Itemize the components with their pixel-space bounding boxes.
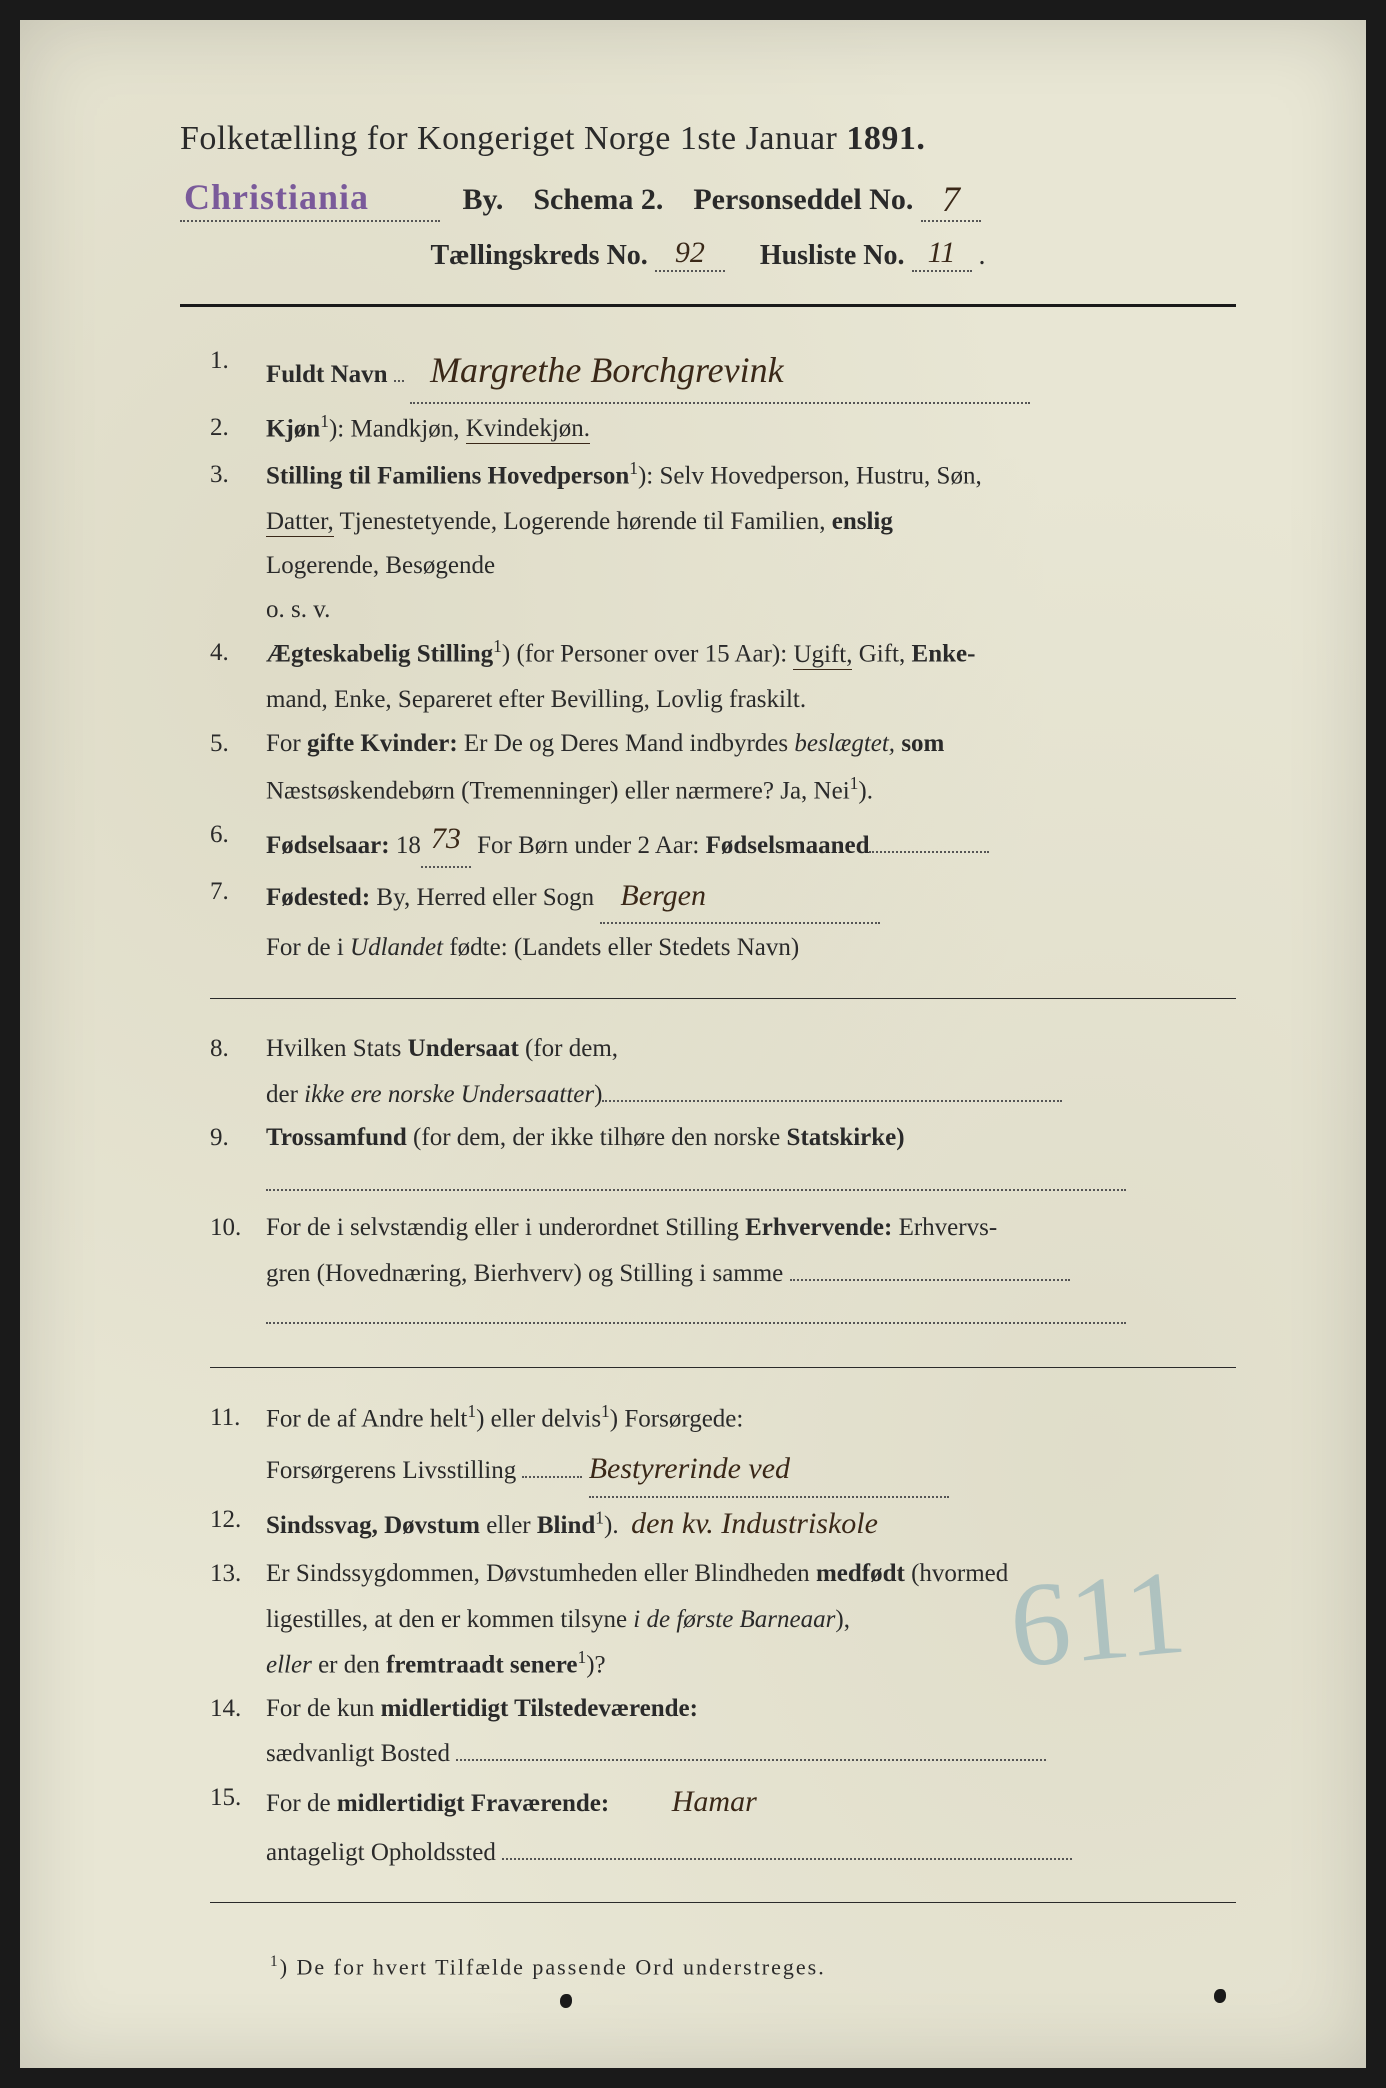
by-label: By. <box>463 183 504 216</box>
q10-line3 <box>210 1295 1236 1339</box>
schema-label: Schema 2. <box>533 183 663 216</box>
q5-num: 5. <box>210 722 266 766</box>
husliste-label: Husliste No. <box>760 240 905 271</box>
q10-row: 10. For de i selvstændig eller i underor… <box>210 1206 1236 1250</box>
q1-row: 1. Fuldt Navn Margrethe Borchgrevink <box>210 339 1236 404</box>
q4-line2: mand, Enke, Separeret efter Bevilling, L… <box>210 678 1236 722</box>
title-line-1: Folketælling for Kongeriget Norge 1ste J… <box>180 120 1236 158</box>
q13-line2: ligestilles, at den er kommen tilsyne i … <box>210 1598 1236 1642</box>
q3-line3: Logerende, Besøgende <box>210 544 1236 588</box>
q7-num: 7. <box>210 870 266 925</box>
q2-row: 2. Kjøn1): Mandkjøn, Kvindekjøn. <box>210 406 1236 451</box>
census-form-page: Folketælling for Kongeriget Norge 1ste J… <box>20 20 1366 2068</box>
personseddel-label: Personseddel No. <box>693 183 913 216</box>
q10-line2: gren (Hovednæring, Bierhverv) og Stillin… <box>210 1252 1236 1296</box>
q8-num: 8. <box>210 1027 266 1071</box>
q8-line2: der ikke ere norske Undersaatter) <box>210 1073 1236 1117</box>
q3-label: Stilling til Familiens Hovedperson <box>266 462 629 489</box>
divider-1 <box>210 998 1236 999</box>
q15-value: Hamar <box>672 1785 757 1818</box>
q12-num: 12. <box>210 1498 266 1551</box>
divider-3 <box>210 1902 1236 1903</box>
q14-line2: sædvanligt Bosted <box>210 1732 1236 1776</box>
q1-value: Margrethe Borchgrevink <box>410 339 1030 404</box>
q9-line2 <box>210 1162 1236 1206</box>
q10-num: 10. <box>210 1206 266 1250</box>
q11-num: 11. <box>210 1396 266 1441</box>
q3-num: 3. <box>210 453 266 498</box>
kreds-label: Tællingskreds No. <box>430 240 647 271</box>
q4-label: Ægteskabelig Stilling <box>266 641 493 668</box>
q4-row: 4. Ægteskabelig Stilling1) (for Personer… <box>210 631 1236 676</box>
q7-line2: For de i Udlandet fødte: (Landets eller … <box>210 926 1236 970</box>
husliste-no: 11 <box>912 236 972 272</box>
divider-2 <box>210 1367 1236 1368</box>
q11-row: 11. For de af Andre helt1) eller delvis1… <box>210 1396 1236 1441</box>
q9-row: 9. Trossamfund (for dem, der ikke tilhør… <box>210 1116 1236 1160</box>
q3-row: 3. Stilling til Familiens Hovedperson1):… <box>210 453 1236 498</box>
q12-value: den kv. Industriskole <box>631 1507 878 1540</box>
q15-num: 15. <box>210 1776 266 1829</box>
q1-label: Fuldt Navn <box>266 361 388 388</box>
q7-label: Fødested: <box>266 884 370 911</box>
personseddel-no: 7 <box>921 178 981 222</box>
q9-num: 9. <box>210 1116 266 1160</box>
q1-num: 1. <box>210 339 266 404</box>
q15-row: 15. For de midlertidigt Fraværende: Hama… <box>210 1776 1236 1829</box>
q6-year: 73 <box>421 813 471 868</box>
q3-line2: Datter, Tjenestetyende, Logerende hørend… <box>210 500 1236 544</box>
q14-num: 14. <box>210 1687 266 1731</box>
form-body: 1. Fuldt Navn Margrethe Borchgrevink 2. … <box>180 339 1236 1981</box>
q6-row: 6. Fødselsaar: 1873 For Børn under 2 Aar… <box>210 813 1236 868</box>
q2-label: Kjøn <box>266 415 320 442</box>
q6-label: Fødselsaar: <box>266 832 390 859</box>
title-line-3: Tællingskreds No. 92 Husliste No. 11 . <box>180 236 1236 272</box>
q2-num: 2. <box>210 406 266 451</box>
q6-num: 6. <box>210 813 266 868</box>
q4-num: 4. <box>210 631 266 676</box>
title-prefix: Folketælling for Kongeriget Norge 1ste J… <box>180 120 837 157</box>
q2-opt2: Kvindekjøn. <box>466 415 590 444</box>
q11-line2: Forsørgerens Livsstilling Bestyrerinde v… <box>210 1443 1236 1498</box>
q15-line2: antageligt Opholdssted <box>210 1831 1236 1875</box>
q14-row: 14. For de kun midlertidigt Tilstedevære… <box>210 1687 1236 1731</box>
city-stamp: Christiania <box>180 176 440 222</box>
ink-spot <box>1214 1989 1226 2003</box>
q5-row: 5. For gifte Kvinder: Er De og Deres Man… <box>210 722 1236 766</box>
census-year: 1891. <box>846 120 925 157</box>
q2-opt1: Mandkjøn, <box>350 415 459 442</box>
q3-line4: o. s. v. <box>210 588 1236 632</box>
kreds-no: 92 <box>655 236 725 272</box>
q13-row: 13. Er Sindssygdommen, Døvstumheden elle… <box>210 1552 1236 1596</box>
q7-row: 7. Fødested: By, Herred eller Sogn Berge… <box>210 870 1236 925</box>
q5-line2: Næstsøskendebørn (Tremenninger) eller næ… <box>210 768 1236 813</box>
footnote: 1) De for hvert Tilfælde passende Ord un… <box>210 1953 1236 1980</box>
q11-value: Bestyrerinde ved <box>589 1443 949 1498</box>
ink-spot <box>560 1994 572 2008</box>
q13-line3: eller er den fremtraadt senere1)? <box>210 1642 1236 1687</box>
q8-row: 8. Hvilken Stats Undersaat (for dem, <box>210 1027 1236 1071</box>
title-line-2: Christiania By. Schema 2. Personseddel N… <box>180 176 1236 222</box>
q13-num: 13. <box>210 1552 266 1596</box>
q12-row: 12. Sindssvag, Døvstum eller Blind1). de… <box>210 1498 1236 1551</box>
q7-value: Bergen <box>600 870 880 925</box>
divider-top <box>180 304 1236 307</box>
